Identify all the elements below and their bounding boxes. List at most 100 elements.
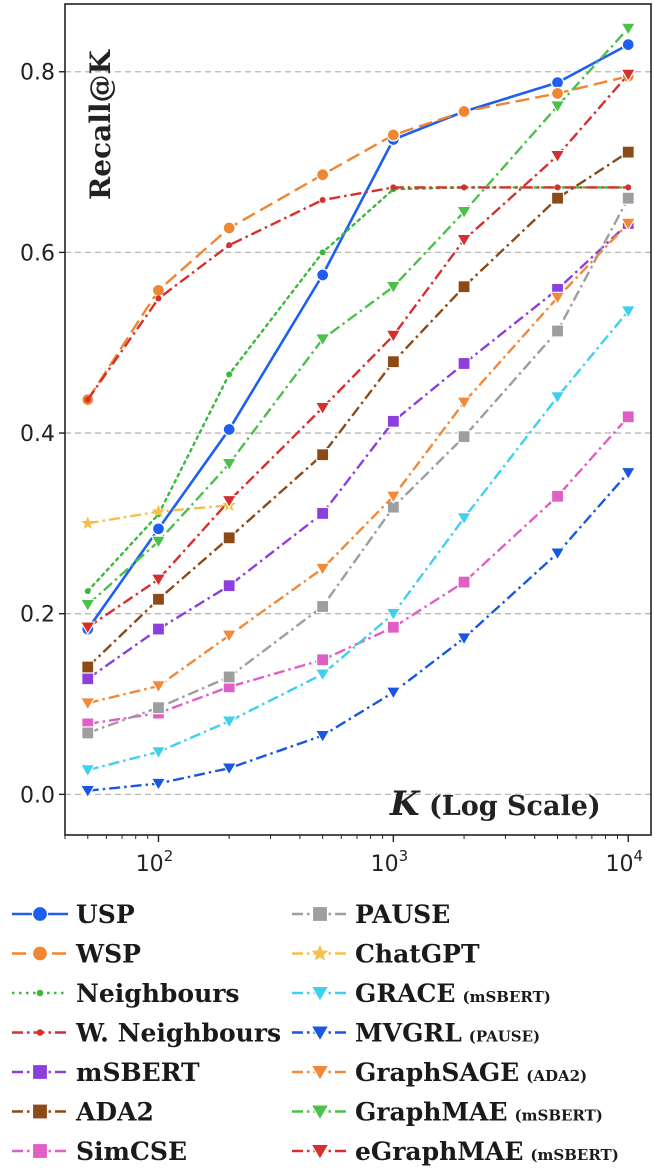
legend-item-egraphmae: eGraphMAE (mSBERT): [292, 1137, 619, 1166]
data-point: [314, 401, 331, 416]
y-tick-label: 0.8: [20, 61, 55, 86]
x-axis-label: K (Log Scale): [389, 784, 601, 824]
legend-subtitle: (mSBERT): [530, 1146, 618, 1164]
legend-marker: [36, 1029, 44, 1036]
legend-marker: [310, 1064, 330, 1082]
legend-label: GRACE (mSBERT): [355, 979, 551, 1008]
x-tick-base: 10: [605, 852, 633, 877]
data-point: [315, 268, 330, 282]
legend-label: WSP: [75, 940, 141, 969]
data-point: [316, 506, 330, 521]
data-point: [79, 621, 96, 635]
data-point: [316, 448, 330, 462]
data-point: [457, 575, 471, 589]
series-line: [87, 222, 630, 680]
data-point: [222, 422, 236, 437]
legend-item-grace: GRACE (mSBERT): [292, 979, 551, 1008]
data-point: [456, 233, 473, 248]
legend-item-mvgrl: MVGRL (PAUSE): [292, 1019, 540, 1048]
series-graphmae: [79, 22, 637, 613]
data-point: [550, 324, 565, 338]
data-point: [621, 37, 635, 52]
data-point: [621, 410, 635, 424]
legend-item-simcse: SimCSE: [12, 1137, 187, 1166]
legend-subtitle: (ADA2): [526, 1067, 587, 1085]
legend-subtitle: (PAUSE): [469, 1028, 540, 1046]
data-point: [385, 329, 402, 344]
legend-label: SimCSE: [76, 1137, 187, 1166]
legend-name: GraphSAGE: [355, 1058, 519, 1087]
legend-name: GRACE: [355, 979, 455, 1008]
legend-name: MVGRL: [355, 1019, 462, 1048]
legend-marker: [31, 905, 49, 923]
legend-marker: [311, 905, 329, 923]
data-point: [314, 333, 331, 347]
series-line: [87, 310, 630, 772]
data-point: [221, 762, 238, 776]
y-axis-label: Recall@K: [84, 48, 117, 200]
data-point: [386, 128, 401, 142]
data-point: [456, 205, 473, 220]
legend-label: Neighbours: [76, 979, 240, 1008]
data-point: [314, 729, 331, 744]
legend-marker: [36, 989, 44, 997]
data-point: [79, 598, 96, 613]
data-point: [81, 726, 95, 740]
legend-name: ADA2: [75, 1098, 154, 1127]
data-point: [221, 494, 238, 509]
data-point: [461, 184, 468, 191]
legend-item-chatgpt: ChatGPT: [292, 940, 480, 969]
legend-item-pause: PAUSE: [292, 900, 450, 929]
data-point: [222, 531, 236, 545]
legend-label: ChatGPT: [355, 940, 480, 969]
x-tick-base: 10: [371, 852, 399, 877]
data-point: [150, 680, 167, 694]
data-point: [621, 191, 635, 205]
data-point: [625, 184, 632, 191]
y-tick-label: 0.0: [20, 783, 55, 808]
data-point: [81, 516, 95, 529]
legend-name: PAUSE: [355, 900, 450, 929]
data-point: [151, 522, 166, 536]
legend-marker: [310, 1143, 330, 1161]
legend-marker: [310, 1025, 330, 1042]
data-point: [456, 396, 473, 411]
x-tick-label: 104: [605, 847, 643, 877]
data-point: [457, 356, 471, 371]
data-point: [385, 686, 402, 701]
y-tick-label: 0.6: [20, 241, 55, 266]
data-point: [319, 249, 326, 256]
data-point: [385, 607, 402, 622]
series-line: [87, 222, 630, 705]
legend: USP WSP Neighbours W. Neighbours mSBERT ADA2 S…: [12, 900, 619, 1166]
data-point: [621, 145, 635, 159]
x-tick-exponent: 2: [164, 847, 174, 865]
series-mvgrl: [79, 466, 637, 799]
legend-marker: [310, 1104, 330, 1121]
data-point: [226, 242, 233, 249]
data-point: [151, 622, 166, 636]
x-tick-exponent: 4: [633, 847, 643, 865]
data-point: [226, 371, 233, 378]
data-point: [390, 184, 397, 191]
data-point: [620, 22, 637, 37]
legend-label: MVGRL (PAUSE): [355, 1019, 540, 1048]
legend-subtitle: (mSBERT): [462, 988, 550, 1006]
legend-label: eGraphMAE (mSBERT): [355, 1137, 619, 1166]
data-point: [155, 295, 162, 302]
legend-label: GraphSAGE (ADA2): [355, 1058, 587, 1087]
legend-item-graphsage: GraphSAGE (ADA2): [292, 1058, 587, 1087]
legend-item-graphmae: GraphMAE (mSBERT): [292, 1098, 603, 1127]
data-point: [315, 168, 330, 182]
data-point: [79, 784, 96, 799]
data-point: [221, 457, 238, 472]
data-point: [314, 668, 331, 682]
series-ada2: [81, 145, 635, 674]
data-point: [222, 670, 236, 684]
series-msbert: [81, 216, 635, 686]
legend-label: W. Neighbours: [75, 1019, 281, 1048]
y-axis: 0.0 0.2 0.4 0.6 0.8: [20, 61, 65, 808]
data-point: [319, 197, 326, 204]
series-line: [86, 27, 630, 606]
